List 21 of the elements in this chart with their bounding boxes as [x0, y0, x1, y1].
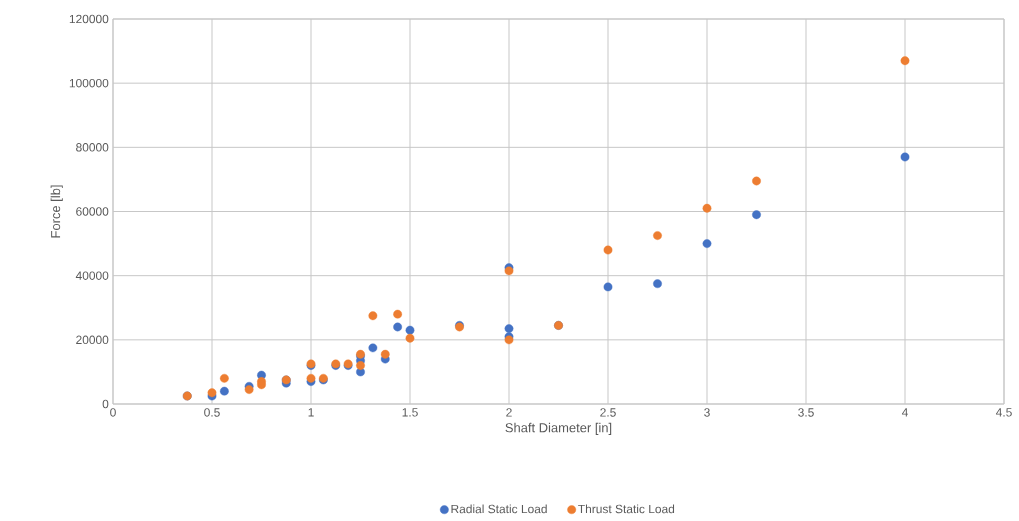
- x-tick-label: 1.5: [402, 408, 418, 417]
- y-tick-label: 40000: [75, 271, 109, 280]
- y-tick-label: 100000: [69, 78, 109, 88]
- y-tick-label: 20000: [76, 335, 109, 345]
- x-tick-label: 2: [506, 408, 512, 417]
- y-tick-label: 80000: [76, 143, 109, 152]
- legend-label: Thrust Static Load: [578, 504, 675, 514]
- y-axis-title: Force [lb]: [50, 185, 63, 238]
- x-tick-label: 3: [704, 408, 710, 417]
- x-tick-label: 4.5: [995, 408, 1012, 417]
- x-tick-label: 1: [308, 408, 314, 417]
- legend-label: Radial Static Load: [451, 504, 547, 514]
- x-tick-label: 0.5: [204, 408, 220, 417]
- y-tick-label: 60000: [76, 207, 109, 216]
- x-tick-label: 4: [901, 408, 908, 417]
- x-tick-label: 3.5: [798, 408, 814, 417]
- y-tick-label: 0: [102, 399, 109, 409]
- x-axis-title: Shaft Diameter [in]: [505, 422, 612, 435]
- x-tick-label: 0: [110, 408, 116, 417]
- y-tick-label: 120000: [69, 14, 109, 24]
- x-tick-label: 2.5: [600, 408, 616, 417]
